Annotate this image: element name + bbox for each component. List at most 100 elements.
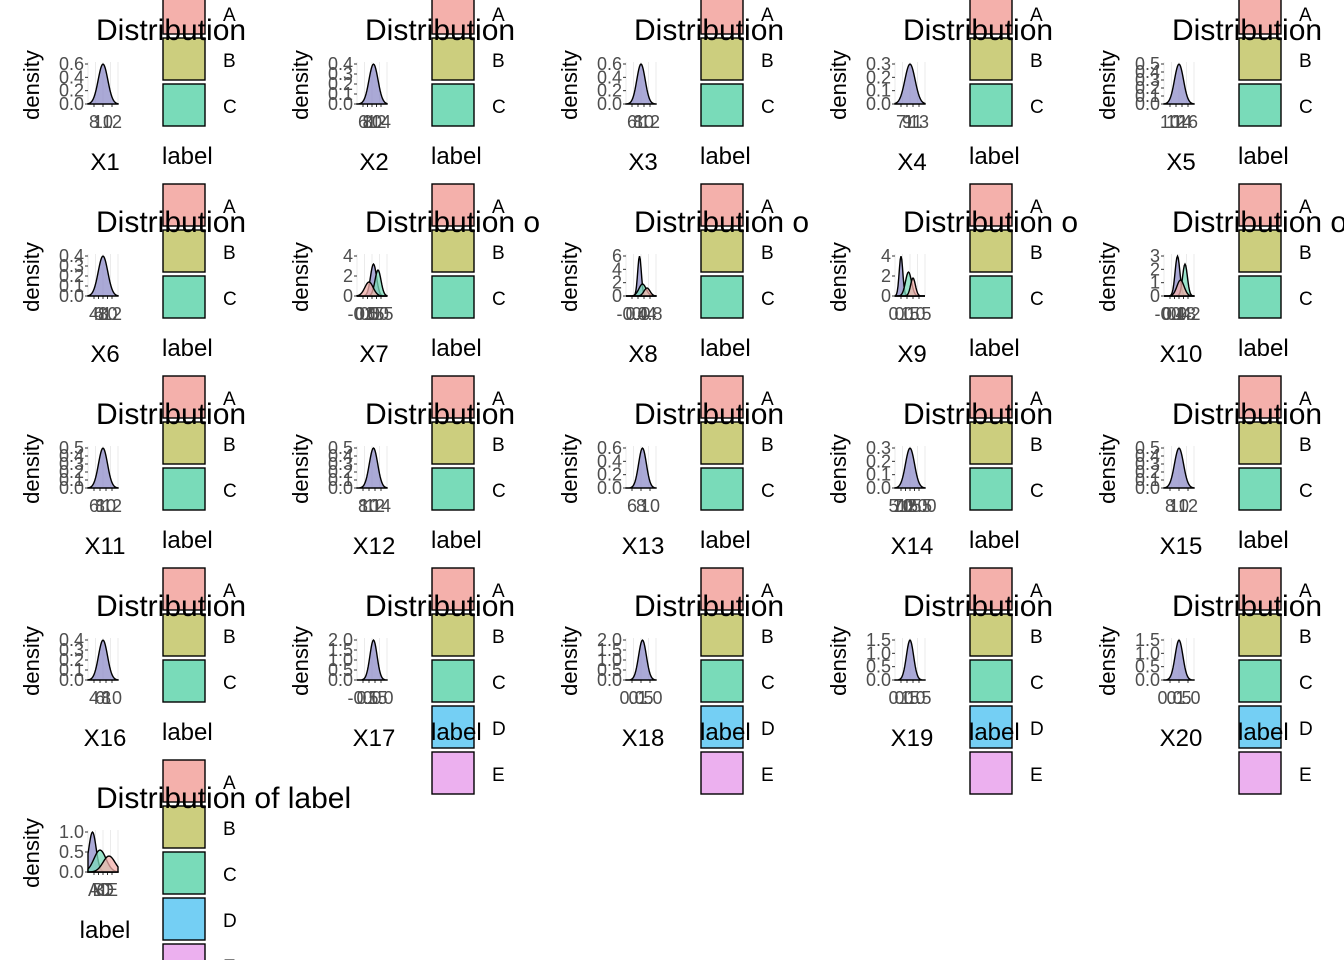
x-axis-title: X1: [90, 149, 119, 176]
y-tick-label: 0.3: [328, 454, 353, 474]
legend-swatch-d: [162, 897, 206, 941]
legend-label: B: [1030, 51, 1043, 72]
x-tick-label: 12: [102, 112, 122, 132]
legend-label: C: [761, 481, 775, 502]
y-tick-label: 2.0: [597, 630, 622, 650]
legend-label: C: [223, 673, 237, 694]
y-tick-label: 0.2: [866, 451, 891, 471]
density-curve: [356, 447, 388, 489]
y-tick-label: 0: [343, 286, 353, 306]
y-tick-label: 4: [881, 246, 891, 266]
y-tick-label: 0.0: [1135, 670, 1160, 690]
density-curve: [1163, 63, 1195, 105]
x-tick-label: D: [101, 880, 114, 900]
legend-swatch-c: [969, 659, 1013, 703]
y-tick-label: 0.2: [866, 67, 891, 87]
y-tick-label: 0.2: [597, 465, 622, 485]
legend-swatch-b: [431, 229, 475, 273]
x-axis-title: X11: [85, 533, 126, 560]
panel-title: Distribution: [96, 206, 246, 239]
density-curve: [87, 63, 119, 105]
x-tick-label: 0.0: [888, 688, 913, 708]
y-axis-title: density: [19, 818, 44, 888]
panel-title: Distribution of label: [96, 782, 351, 815]
legend-swatch-e: [700, 751, 744, 795]
x-axis-title: X20: [1160, 725, 1203, 752]
density-curve: [894, 63, 926, 105]
legend-swatch-c: [431, 659, 475, 703]
y-tick-label: 0.4: [1135, 446, 1160, 466]
y-tick-label: 0.1: [1135, 470, 1160, 490]
legend-title: label: [431, 143, 482, 170]
panel-title: Distribution: [96, 398, 246, 431]
legend-label: A: [1299, 5, 1312, 26]
y-tick-label: 0.0: [866, 670, 891, 690]
x-tick-label: 6: [89, 496, 99, 516]
y-tick-label: 0.0: [59, 286, 84, 306]
legend-label: C: [761, 97, 775, 118]
x-tick-label: 0.5: [628, 688, 653, 708]
legend-swatch-b: [969, 613, 1013, 657]
x-tick-label: 14: [371, 112, 391, 132]
y-tick-label: 0.0: [328, 670, 353, 690]
legend-label: C: [1030, 97, 1044, 118]
panel-x20: density 0.00.51.01.50.00.51.0X20ABCDElabe…: [1095, 567, 1322, 795]
legend-swatch-b: [431, 37, 475, 81]
legend-swatch-b: [700, 229, 744, 273]
density-curve: [895, 276, 925, 297]
y-tick-label: 0.5: [59, 438, 84, 458]
y-tick-label: 1.0: [866, 643, 891, 663]
y-tick-label: 1.0: [1135, 643, 1160, 663]
legend-label: C: [1030, 289, 1044, 310]
legend-label: A: [223, 389, 236, 410]
y-tick-label: 0.2: [59, 650, 84, 670]
x-tick-label: 10: [359, 496, 379, 516]
density-curve: [894, 639, 926, 681]
y-axis-title: density: [1095, 626, 1120, 696]
legend-swatch-a: [969, 0, 1013, 35]
x-tick-label: 8: [362, 112, 372, 132]
x-tick-label: 8: [95, 496, 105, 516]
legend-title: label: [431, 719, 482, 746]
y-axis-title: density: [19, 50, 44, 120]
x-tick-label: 12: [1166, 112, 1186, 132]
legend-label: B: [761, 243, 774, 264]
x-axis-title: X12: [353, 533, 396, 560]
y-tick-label: 1.5: [866, 630, 891, 650]
y-tick-label: 0: [612, 286, 622, 306]
y-tick-label: 1.5: [1135, 630, 1160, 650]
legend-swatch-c: [162, 659, 206, 703]
x-axis-title: X19: [891, 725, 934, 752]
x-axis-title: label: [80, 917, 131, 944]
x-tick-label: 0.5: [359, 304, 384, 324]
x-tick-label: 0.4: [631, 304, 656, 324]
x-tick-label: 8: [98, 304, 108, 324]
y-tick-label: 0.0: [597, 478, 622, 498]
x-tick-label: 11: [904, 112, 923, 132]
x-tick-label: 5.0: [888, 496, 913, 516]
legend-swatch-c: [969, 83, 1013, 127]
legend-label: A: [761, 581, 774, 602]
legend-swatch-a: [700, 567, 744, 611]
legend-label: C: [1299, 673, 1313, 694]
x-tick-label: 10: [1169, 496, 1189, 516]
y-axis-title: density: [288, 242, 313, 312]
legend-swatch-c: [1238, 467, 1282, 511]
legend-label: C: [223, 97, 237, 118]
x-tick-label: 12.5: [897, 496, 932, 516]
y-axis-title: density: [557, 242, 582, 312]
panel-title: Distribution o: [634, 206, 809, 239]
y-tick-label: 0.0: [59, 478, 84, 498]
y-tick-label: 0.4: [597, 67, 622, 87]
legend-swatch-a: [162, 567, 206, 611]
y-tick-label: 0.2: [59, 462, 84, 482]
y-tick-label: 0: [881, 286, 891, 306]
y-tick-label: 0.2: [328, 462, 353, 482]
legend-label: C: [223, 289, 237, 310]
